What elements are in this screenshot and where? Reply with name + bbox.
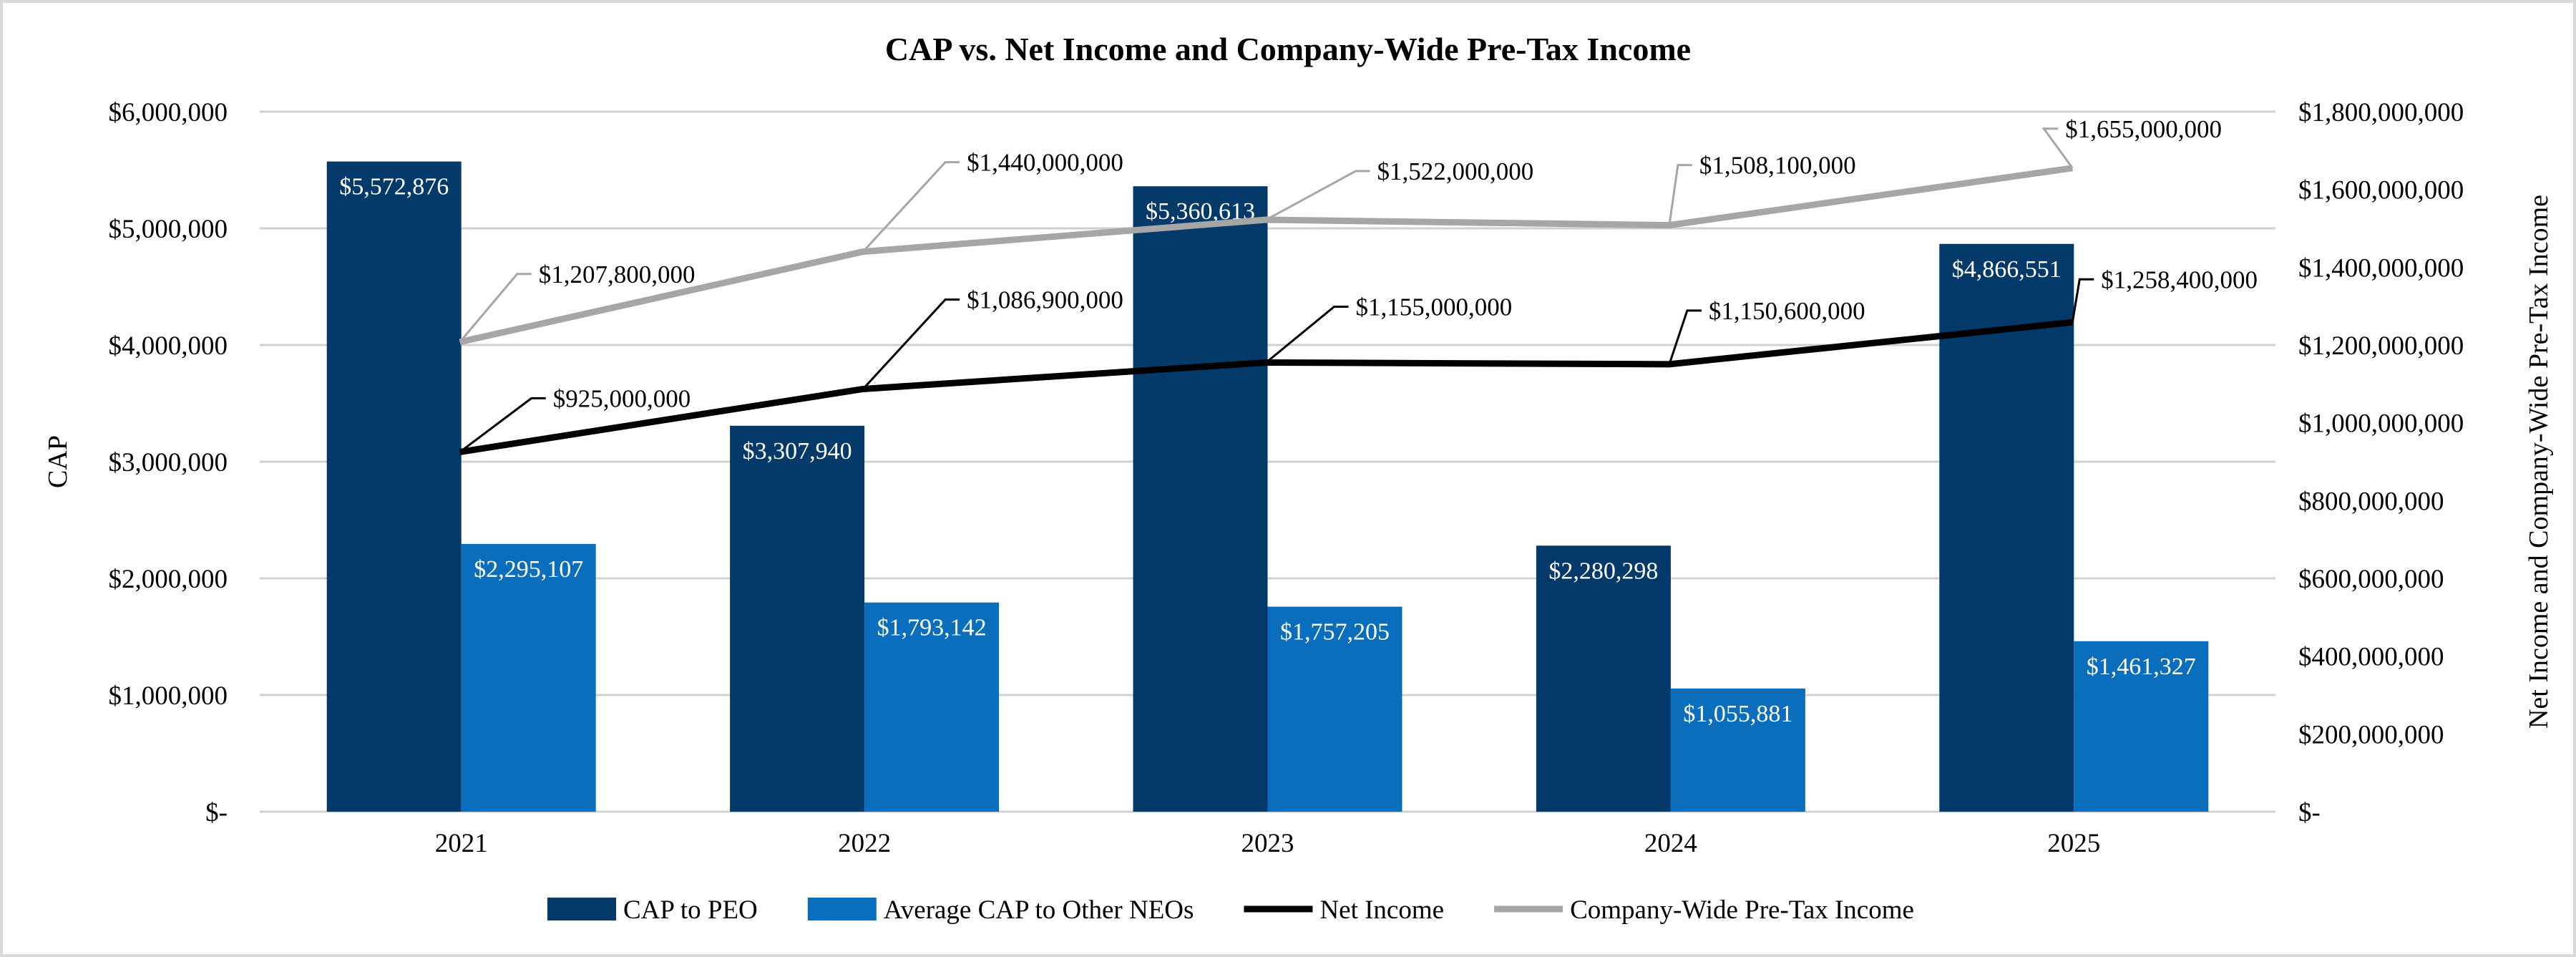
bar-data-label: $2,280,298 xyxy=(1548,558,1658,584)
bar-data-label: $1,793,142 xyxy=(877,615,987,641)
line-data-label: $1,155,000,000 xyxy=(1356,293,1513,321)
legend-swatch xyxy=(547,898,616,920)
line-data-label: $1,522,000,000 xyxy=(1377,157,1534,185)
line-data-label: $1,258,400,000 xyxy=(2101,266,2258,293)
callout-leader xyxy=(862,298,960,390)
bar-average-cap-to-other-neos xyxy=(461,543,596,812)
line-data-label: $1,440,000,000 xyxy=(967,149,1123,177)
line-data-label: $1,150,600,000 xyxy=(1709,297,1865,325)
legend-label: Average CAP to Other NEOs xyxy=(884,895,1194,925)
y-tick-label: $2,000,000 xyxy=(109,565,228,594)
y-tick-label: $4,000,000 xyxy=(109,331,228,361)
callout-leader xyxy=(1265,305,1349,364)
y-tick-label: $6,000,000 xyxy=(109,98,228,127)
callout-leader xyxy=(1668,164,1692,225)
line-data-label: $1,655,000,000 xyxy=(2065,115,2222,143)
callout-leader xyxy=(459,397,546,453)
bar-data-label: $1,461,327 xyxy=(2087,654,2196,680)
y2-axis-title: Net Income and Company-Wide Pre-Tax Inco… xyxy=(2524,195,2554,729)
bar-data-label: $1,055,881 xyxy=(1683,701,1792,727)
legend-label: Net Income xyxy=(1319,895,1444,925)
line-data-label: $925,000,000 xyxy=(553,384,691,412)
bar-data-label: $2,295,107 xyxy=(474,556,583,583)
bar-data-label: $5,572,876 xyxy=(339,174,449,200)
y-axis-title: CAP xyxy=(43,435,73,488)
callout-leader xyxy=(1265,170,1370,221)
x-tick-label: 2025 xyxy=(2047,829,2100,858)
y-tick-label: $3,000,000 xyxy=(109,448,228,477)
y2-tick-label: $- xyxy=(2298,798,2321,827)
legend-swatch xyxy=(807,898,877,920)
y2-tick-label: $200,000,000 xyxy=(2298,720,2444,749)
bar-average-cap-to-other-neos xyxy=(864,602,1000,812)
y-tick-label: $5,000,000 xyxy=(109,215,228,244)
bar-cap-to-peo xyxy=(326,161,462,812)
y2-tick-label: $1,600,000,000 xyxy=(2298,176,2464,205)
bar-average-cap-to-other-neos xyxy=(1670,688,1805,812)
callout-leader xyxy=(2041,127,2074,169)
y2-tick-label: $1,800,000,000 xyxy=(2298,98,2464,127)
y2-tick-label: $600,000,000 xyxy=(2298,565,2444,594)
x-tick-label: 2023 xyxy=(1241,829,1294,858)
y-tick-label: $- xyxy=(205,798,228,827)
line-data-label: $1,207,800,000 xyxy=(539,261,696,288)
y2-tick-label: $1,200,000,000 xyxy=(2298,331,2464,361)
y2-tick-label: $1,000,000,000 xyxy=(2298,409,2464,439)
bar-cap-to-peo xyxy=(1536,545,1671,812)
bar-data-label: $4,866,551 xyxy=(1952,256,2062,283)
bar-cap-to-peo xyxy=(1133,186,1268,812)
callout-leader xyxy=(862,161,960,253)
legend-label: CAP to PEO xyxy=(623,895,758,925)
legend-label: Company-Wide Pre-Tax Income xyxy=(1570,895,1914,925)
chart-title: CAP vs. Net Income and Company-Wide Pre-… xyxy=(885,31,1691,67)
bar-cap-to-peo xyxy=(730,425,865,812)
y2-tick-label: $1,400,000,000 xyxy=(2298,253,2464,283)
x-tick-label: 2022 xyxy=(838,829,891,858)
y-tick-label: $1,000,000 xyxy=(109,681,228,711)
y2-tick-label: $800,000,000 xyxy=(2298,487,2444,516)
x-tick-label: 2021 xyxy=(435,829,488,858)
bar-average-cap-to-other-neos xyxy=(1267,606,1402,812)
bar-average-cap-to-other-neos xyxy=(2074,641,2209,812)
bar-data-label: $3,307,940 xyxy=(743,438,852,465)
callout-leader xyxy=(459,273,532,343)
line-data-label: $1,086,900,000 xyxy=(967,286,1123,314)
bar-data-label: $1,757,205 xyxy=(1280,619,1390,646)
callout-leader xyxy=(2071,278,2094,323)
callout-leader xyxy=(1668,309,1702,365)
line-data-label: $1,508,100,000 xyxy=(1699,152,1856,180)
bar-cap-to-peo xyxy=(1939,243,2074,812)
x-tick-label: 2024 xyxy=(1644,829,1697,858)
y2-tick-label: $400,000,000 xyxy=(2298,643,2444,672)
